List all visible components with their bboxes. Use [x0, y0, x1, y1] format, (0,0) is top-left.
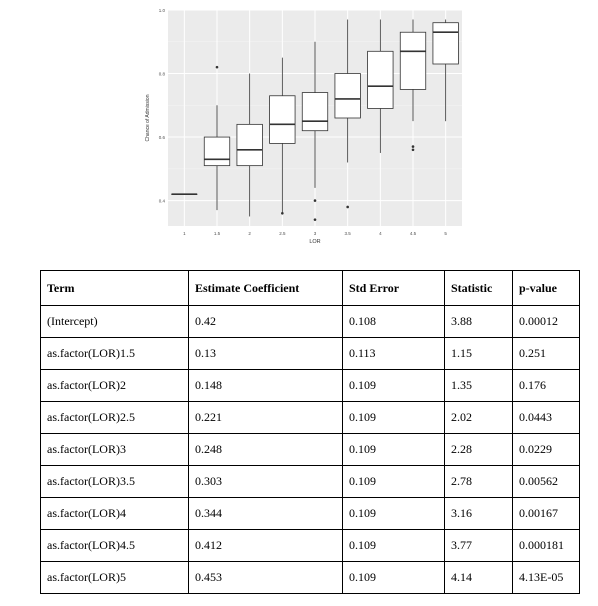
cell-term: as.factor(LOR)2.5 [40, 401, 189, 434]
header-estimate: Estimate Coefficient [188, 270, 343, 306]
table-header-row: Term Estimate Coefficient Std Error Stat… [40, 270, 580, 306]
x-tick-label: 5 [444, 231, 447, 236]
y-tick-label: 0.8 [159, 72, 166, 77]
cell-estimate: 0.303 [188, 465, 343, 498]
outlier-point [313, 199, 317, 202]
cell-estimate: 0.344 [188, 497, 343, 530]
coefficient-table: Term Estimate Coefficient Std Error Stat… [40, 270, 580, 594]
boxplot-chart: 0.4 0.6 0.8 1.0 1 1.5 2 2.5 3 3.5 4 4.5 5 LOR Chance o… [140, 4, 470, 248]
cell-std-error: 0.109 [342, 561, 445, 594]
cell-estimate: 0.453 [188, 561, 343, 594]
cell-p-value: 0.0443 [512, 401, 580, 434]
x-tick-label: 3.5 [345, 231, 352, 236]
cell-estimate: 0.148 [188, 369, 343, 402]
cell-term: as.factor(LOR)3 [40, 433, 189, 466]
boxplot-svg: 0.4 0.6 0.8 1.0 1 1.5 2 2.5 3 3.5 4 4.5 5 LOR Chance o… [145, 8, 462, 245]
cell-std-error: 0.109 [342, 369, 445, 402]
cell-std-error: 0.109 [342, 497, 445, 530]
x-tick-label: 3 [314, 231, 317, 236]
cell-p-value: 0.176 [512, 369, 580, 402]
cell-term: (Intercept) [40, 305, 189, 338]
cell-statistic: 3.88 [444, 305, 513, 338]
cell-std-error: 0.109 [342, 433, 445, 466]
table-row: as.factor(LOR)2.5 0.221 0.109 2.02 0.044… [40, 401, 580, 434]
box-lor-3 [301, 92, 329, 132]
box-lor-4.5 [399, 31, 427, 90]
table-row: as.factor(LOR)4 0.344 0.109 3.16 0.00167 [40, 497, 580, 530]
box-lor-3.5 [334, 73, 361, 119]
x-tick-label: 4.5 [410, 231, 417, 236]
y-tick-label: 0.6 [159, 135, 166, 140]
cell-estimate: 0.221 [188, 401, 343, 434]
cell-statistic: 2.02 [444, 401, 513, 434]
cell-p-value: 0.00012 [512, 305, 580, 338]
cell-p-value: 0.0229 [512, 433, 580, 466]
cell-p-value: 0.00167 [512, 497, 580, 530]
table-row: as.factor(LOR)5 0.453 0.109 4.14 4.13E-0… [40, 561, 580, 594]
cell-term: as.factor(LOR)4.5 [40, 529, 189, 562]
cell-statistic: 4.14 [444, 561, 513, 594]
table-row: as.factor(LOR)3.5 0.303 0.109 2.78 0.005… [40, 465, 580, 498]
cell-statistic: 3.16 [444, 497, 513, 530]
table-row: as.factor(LOR)2 0.148 0.109 1.35 0.176 [40, 369, 580, 402]
cell-std-error: 0.113 [342, 337, 445, 370]
y-tick-label: 1.0 [159, 8, 166, 13]
y-axis-label: Chance of Admission [145, 94, 151, 141]
box-lor-4 [367, 50, 394, 109]
cell-term: as.factor(LOR)3.5 [40, 465, 189, 498]
cell-p-value: 0.000181 [512, 529, 580, 562]
cell-term: as.factor(LOR)4 [40, 497, 189, 530]
header-p-value: p-value [512, 270, 580, 306]
box-lor-2.5 [269, 95, 296, 144]
x-tick-label: 2 [248, 231, 251, 236]
cell-statistic: 2.28 [444, 433, 513, 466]
header-statistic: Statistic [444, 270, 513, 306]
x-tick-label: 2.5 [279, 231, 286, 236]
cell-p-value: 0.251 [512, 337, 580, 370]
header-std-error: Std Error [342, 270, 445, 306]
cell-p-value: 4.13E-05 [512, 561, 580, 594]
table-row: as.factor(LOR)3 0.248 0.109 2.28 0.0229 [40, 433, 580, 466]
table-row: (Intercept) 0.42 0.108 3.88 0.00012 [40, 305, 580, 338]
outlier-point [346, 205, 349, 209]
cell-statistic: 1.15 [444, 337, 513, 370]
outlier-point [215, 65, 219, 69]
cell-std-error: 0.109 [342, 401, 445, 434]
x-tick-label: 1 [183, 231, 186, 236]
y-tick-label: 0.4 [159, 199, 166, 204]
table-row: as.factor(LOR)4.5 0.412 0.109 3.77 0.000… [40, 529, 580, 562]
cell-term: as.factor(LOR)1.5 [40, 337, 189, 370]
outlier-point [281, 211, 284, 215]
box-lor-5 [432, 22, 459, 65]
cell-std-error: 0.109 [342, 529, 445, 562]
cell-std-error: 0.109 [342, 465, 445, 498]
cell-statistic: 1.35 [444, 369, 513, 402]
cell-term: as.factor(LOR)5 [40, 561, 189, 594]
cell-statistic: 2.78 [444, 465, 513, 498]
cell-std-error: 0.108 [342, 305, 445, 338]
box-lor-2 [236, 123, 263, 167]
header-term: Term [40, 270, 189, 306]
cell-estimate: 0.412 [188, 529, 343, 562]
x-tick-label: 4 [379, 231, 382, 236]
x-axis-label: LOR [309, 239, 320, 245]
cell-p-value: 0.00562 [512, 465, 580, 498]
box-lor-1.5 [203, 136, 231, 167]
table-row: as.factor(LOR)1.5 0.13 0.113 1.15 0.251 [40, 337, 580, 370]
cell-statistic: 3.77 [444, 529, 513, 562]
x-tick-label: 1.5 [214, 231, 221, 236]
cell-estimate: 0.248 [188, 433, 343, 466]
outlier-point [313, 218, 317, 221]
cell-estimate: 0.13 [188, 337, 343, 370]
outlier-point [411, 148, 415, 152]
cell-estimate: 0.42 [188, 305, 343, 338]
outlier-point [411, 145, 415, 148]
cell-term: as.factor(LOR)2 [40, 369, 189, 402]
